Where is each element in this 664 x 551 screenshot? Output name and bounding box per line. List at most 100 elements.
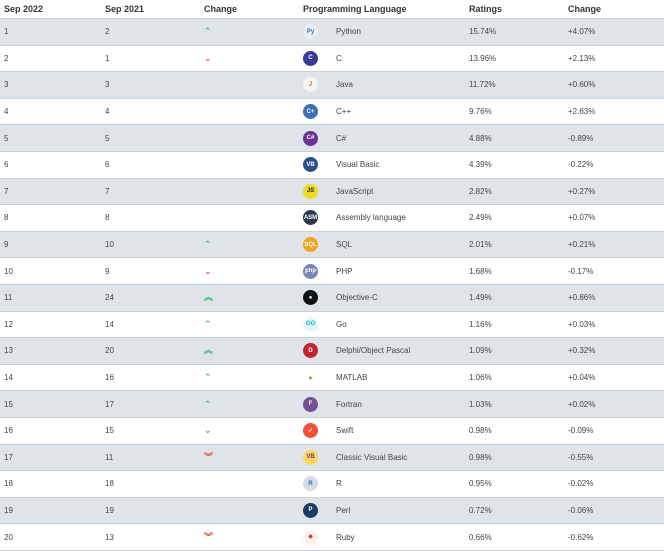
rating-change-value: +0.27%	[564, 178, 664, 206]
rank-sep-2022: 20	[0, 523, 101, 551]
table-row: 4 4 C+ C++ 9.76% +2.63%	[0, 98, 664, 126]
rating-change-value: +2.13%	[564, 45, 664, 73]
rank-change-cell: ⌄	[200, 45, 299, 73]
rank-sep-2022: 3	[0, 71, 101, 99]
rank-sep-2021: 5	[101, 124, 200, 152]
rank-sep-2021: 18	[101, 470, 200, 498]
header-change[interactable]: Change	[200, 0, 299, 19]
rank-change-cell: ︽	[200, 337, 299, 365]
table-row: 20 13 ︾ ◆ Ruby 0.66% -0.62%	[0, 523, 664, 551]
rank-change-cell: ⌄	[200, 417, 299, 445]
rating-value: 11.72%	[465, 71, 564, 99]
language-name: Assembly language	[336, 213, 406, 223]
java-icon: J	[303, 77, 318, 93]
rating-value: 1.49%	[465, 284, 564, 312]
assembly-icon: ASM	[303, 210, 318, 226]
swift-icon: ➶	[303, 423, 318, 439]
table-row: 1 2 ⌃ Py Python 15.74% +4.07%	[0, 18, 664, 46]
rank-sep-2021: 19	[101, 497, 200, 525]
table-row: 6 6 VB Visual Basic 4.39% -0.22%	[0, 151, 664, 179]
header-sep-2022[interactable]: Sep 2022	[0, 0, 101, 19]
rank-change-cell	[200, 204, 299, 232]
rank-sep-2021: 17	[101, 390, 200, 418]
language-name: R	[336, 479, 342, 489]
rating-change-value: +4.07%	[564, 18, 664, 46]
down-arrow-icon: ⌄	[204, 425, 212, 436]
rank-sep-2022: 18	[0, 470, 101, 498]
language-name: Classic Visual Basic	[336, 452, 408, 462]
rank-change-cell	[200, 98, 299, 126]
header-change-percent[interactable]: Change	[564, 0, 664, 19]
language-name: C#	[336, 133, 347, 143]
language-name: Visual Basic	[336, 160, 380, 170]
rank-change-cell	[200, 178, 299, 206]
classic-visual-basic-icon: VB	[303, 449, 318, 465]
rank-sep-2021: 8	[101, 204, 200, 232]
rank-change-cell	[200, 470, 299, 498]
rating-change-value: +0.07%	[564, 204, 664, 232]
r-icon: R	[303, 476, 318, 492]
rank-sep-2021: 1	[101, 45, 200, 73]
language-name: Fortran	[336, 399, 362, 409]
rank-change-cell	[200, 124, 299, 152]
rating-value: 13.96%	[465, 45, 564, 73]
rank-sep-2022: 17	[0, 444, 101, 472]
double-up-arrow-icon: ︽	[204, 292, 214, 303]
language-cell: J Java	[299, 71, 465, 99]
table-row: 10 9 ⌄ php PHP 1.68% -0.17%	[0, 257, 664, 285]
rating-value: 1.68%	[465, 257, 564, 285]
rating-value: 0.98%	[465, 417, 564, 445]
perl-icon: P	[303, 502, 318, 518]
table-row: 5 5 C# C# 4.88% -0.89%	[0, 124, 664, 152]
up-arrow-icon: ⌃	[204, 398, 212, 409]
language-cell: ● Objective-C	[299, 284, 465, 312]
language-cell: ➶ Swift	[299, 417, 465, 445]
fortran-icon: F	[303, 396, 318, 412]
language-cell: ASM Assembly language	[299, 204, 465, 232]
header-programming-language[interactable]: Programming Language	[299, 0, 465, 19]
language-cell: ◆ Ruby	[299, 523, 465, 551]
table-header-row: Sep 2022 Sep 2021 Change Programming Lan…	[0, 0, 664, 19]
rating-change-value: +2.63%	[564, 98, 664, 126]
rank-sep-2022: 5	[0, 124, 101, 152]
rating-value: 2.49%	[465, 204, 564, 232]
delphi-icon: D	[303, 343, 318, 359]
rating-value: 0.66%	[465, 523, 564, 551]
c-icon: C	[303, 50, 318, 66]
language-cell: GO Go	[299, 311, 465, 339]
cpp-icon: C+	[303, 104, 318, 120]
table-row: 13 20 ︽ D Delphi/Object Pascal 1.09% +0.32%	[0, 337, 664, 365]
table-row: 16 15 ⌄ ➶ Swift 0.98% -0.09%	[0, 417, 664, 445]
header-sep-2021[interactable]: Sep 2021	[101, 0, 200, 19]
header-ratings[interactable]: Ratings	[465, 0, 564, 19]
rating-change-value: +0.60%	[564, 71, 664, 99]
rank-sep-2022: 12	[0, 311, 101, 339]
language-cell: C# C#	[299, 124, 465, 152]
rank-sep-2021: 6	[101, 151, 200, 179]
rank-sep-2022: 2	[0, 45, 101, 73]
rating-change-value: +0.32%	[564, 337, 664, 365]
rank-change-cell	[200, 151, 299, 179]
language-cell: C+ C++	[299, 98, 465, 126]
rating-value: 4.88%	[465, 124, 564, 152]
double-down-arrow-icon: ︾	[204, 451, 214, 462]
rank-sep-2021: 2	[101, 18, 200, 46]
language-cell: VB Visual Basic	[299, 151, 465, 179]
table-body: 1 2 ⌃ Py Python 15.74% +4.07% 2 1 ⌄ C C 13.96% +2.13%…	[0, 18, 664, 551]
language-cell: F Fortran	[299, 390, 465, 418]
javascript-icon: JS	[303, 183, 318, 199]
rank-sep-2021: 4	[101, 98, 200, 126]
language-cell: ▲ MATLAB	[299, 364, 465, 392]
rank-sep-2021: 16	[101, 364, 200, 392]
rank-sep-2022: 6	[0, 151, 101, 179]
language-name: Go	[336, 319, 347, 329]
rating-change-value: -0.02%	[564, 470, 664, 498]
rating-change-value: -0.62%	[564, 523, 664, 551]
table-row: 19 19 P Perl 0.72% -0.06%	[0, 497, 664, 525]
language-name: C	[336, 53, 342, 63]
rank-sep-2022: 13	[0, 337, 101, 365]
table-row: 7 7 JS JavaScript 2.82% +0.27%	[0, 178, 664, 206]
rank-sep-2021: 13	[101, 523, 200, 551]
